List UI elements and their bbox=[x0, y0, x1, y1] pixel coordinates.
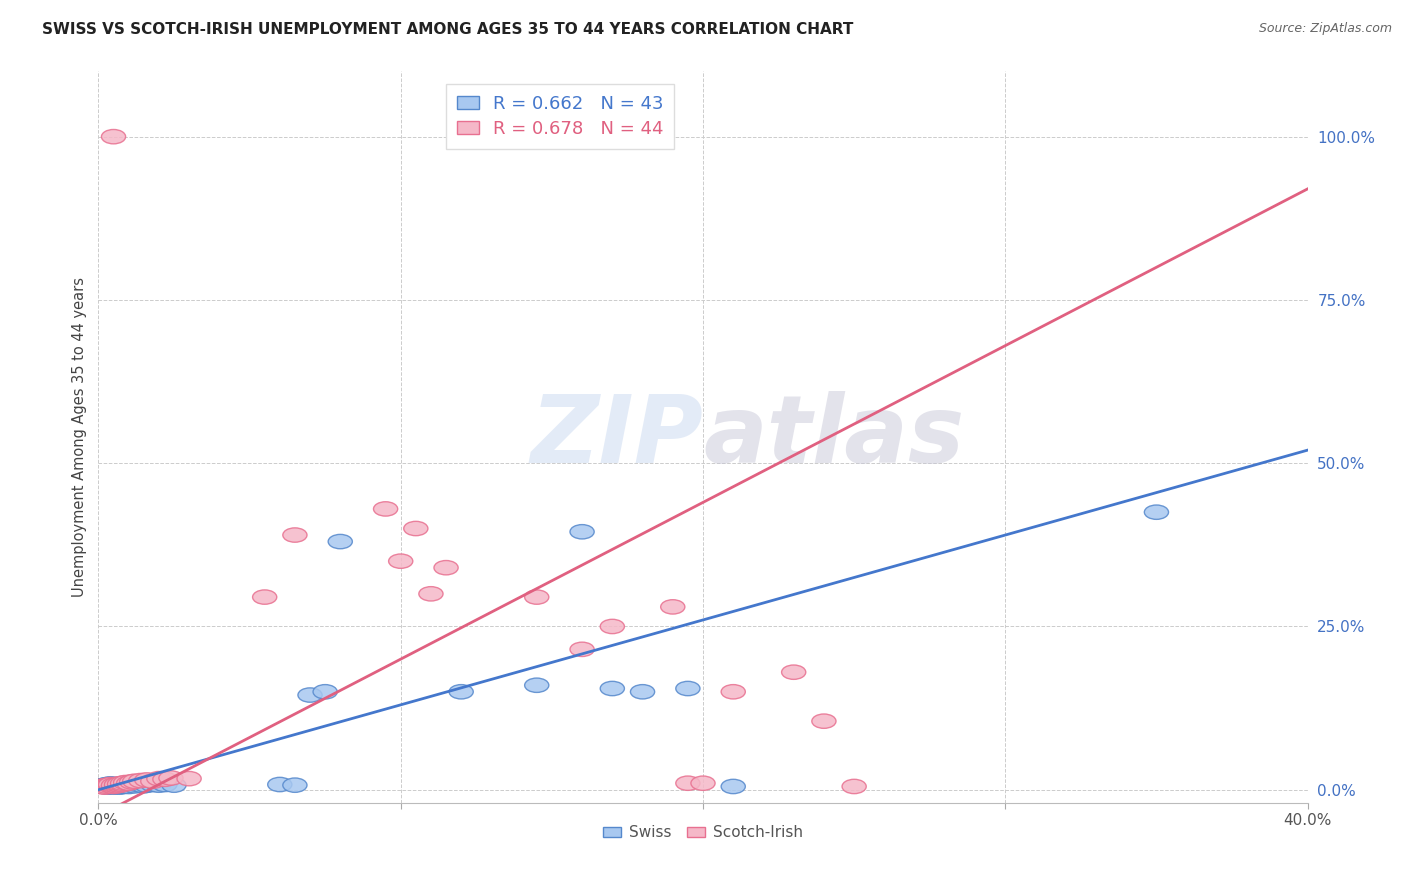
Ellipse shape bbox=[153, 777, 177, 792]
Ellipse shape bbox=[146, 772, 172, 786]
Ellipse shape bbox=[141, 774, 165, 789]
Ellipse shape bbox=[107, 780, 132, 794]
Ellipse shape bbox=[111, 780, 135, 794]
Ellipse shape bbox=[129, 773, 153, 788]
Ellipse shape bbox=[721, 684, 745, 699]
Text: ZIP: ZIP bbox=[530, 391, 703, 483]
Ellipse shape bbox=[98, 777, 122, 792]
Ellipse shape bbox=[104, 779, 129, 793]
Ellipse shape bbox=[283, 528, 307, 542]
Ellipse shape bbox=[374, 501, 398, 516]
Ellipse shape bbox=[298, 688, 322, 702]
Ellipse shape bbox=[449, 684, 474, 699]
Ellipse shape bbox=[569, 642, 595, 657]
Ellipse shape bbox=[117, 780, 141, 794]
Legend: Swiss, Scotch-Irish: Swiss, Scotch-Irish bbox=[598, 819, 808, 847]
Ellipse shape bbox=[283, 778, 307, 792]
Text: SWISS VS SCOTCH-IRISH UNEMPLOYMENT AMONG AGES 35 TO 44 YEARS CORRELATION CHART: SWISS VS SCOTCH-IRISH UNEMPLOYMENT AMONG… bbox=[42, 22, 853, 37]
Text: Source: ZipAtlas.com: Source: ZipAtlas.com bbox=[1258, 22, 1392, 36]
Ellipse shape bbox=[111, 778, 135, 792]
Ellipse shape bbox=[111, 776, 135, 790]
Ellipse shape bbox=[107, 777, 132, 791]
Ellipse shape bbox=[842, 780, 866, 794]
Ellipse shape bbox=[434, 560, 458, 574]
Ellipse shape bbox=[267, 777, 292, 792]
Ellipse shape bbox=[114, 779, 138, 793]
Ellipse shape bbox=[146, 778, 172, 792]
Ellipse shape bbox=[104, 780, 129, 794]
Ellipse shape bbox=[93, 780, 117, 794]
Ellipse shape bbox=[690, 776, 716, 790]
Ellipse shape bbox=[676, 681, 700, 696]
Ellipse shape bbox=[101, 129, 125, 144]
Ellipse shape bbox=[96, 777, 120, 792]
Y-axis label: Unemployment Among Ages 35 to 44 years: Unemployment Among Ages 35 to 44 years bbox=[72, 277, 87, 597]
Ellipse shape bbox=[101, 780, 125, 794]
Ellipse shape bbox=[90, 779, 114, 793]
Ellipse shape bbox=[782, 665, 806, 680]
Ellipse shape bbox=[328, 534, 353, 549]
Ellipse shape bbox=[159, 771, 183, 785]
Ellipse shape bbox=[253, 590, 277, 604]
Ellipse shape bbox=[661, 599, 685, 614]
Ellipse shape bbox=[721, 780, 745, 794]
Ellipse shape bbox=[600, 681, 624, 696]
Ellipse shape bbox=[162, 778, 186, 792]
Ellipse shape bbox=[314, 684, 337, 699]
Ellipse shape bbox=[1144, 505, 1168, 519]
Ellipse shape bbox=[96, 780, 120, 794]
Ellipse shape bbox=[96, 780, 120, 794]
Ellipse shape bbox=[101, 780, 125, 794]
Ellipse shape bbox=[107, 778, 132, 792]
Ellipse shape bbox=[98, 779, 122, 793]
Ellipse shape bbox=[101, 779, 125, 793]
Ellipse shape bbox=[141, 777, 165, 792]
Ellipse shape bbox=[122, 774, 146, 789]
Ellipse shape bbox=[419, 587, 443, 601]
Ellipse shape bbox=[114, 775, 138, 789]
Ellipse shape bbox=[177, 772, 201, 786]
Ellipse shape bbox=[104, 777, 129, 792]
Ellipse shape bbox=[125, 777, 150, 792]
Ellipse shape bbox=[93, 780, 117, 794]
Ellipse shape bbox=[93, 779, 117, 793]
Ellipse shape bbox=[101, 778, 125, 792]
Ellipse shape bbox=[524, 590, 548, 604]
Ellipse shape bbox=[104, 778, 129, 792]
Ellipse shape bbox=[98, 778, 122, 792]
Ellipse shape bbox=[569, 524, 595, 539]
Ellipse shape bbox=[120, 778, 143, 792]
Ellipse shape bbox=[600, 619, 624, 633]
Ellipse shape bbox=[107, 777, 132, 792]
Ellipse shape bbox=[811, 714, 837, 729]
Ellipse shape bbox=[388, 554, 413, 568]
Ellipse shape bbox=[135, 778, 159, 792]
Ellipse shape bbox=[111, 777, 135, 792]
Ellipse shape bbox=[132, 779, 156, 793]
Ellipse shape bbox=[676, 776, 700, 790]
Ellipse shape bbox=[120, 775, 143, 789]
Ellipse shape bbox=[98, 777, 122, 791]
Ellipse shape bbox=[96, 778, 120, 792]
Ellipse shape bbox=[93, 778, 117, 792]
Ellipse shape bbox=[630, 684, 655, 699]
Ellipse shape bbox=[135, 772, 159, 787]
Ellipse shape bbox=[122, 779, 146, 793]
Ellipse shape bbox=[404, 521, 427, 536]
Ellipse shape bbox=[107, 779, 132, 793]
Ellipse shape bbox=[153, 772, 177, 787]
Ellipse shape bbox=[101, 777, 125, 792]
Text: atlas: atlas bbox=[703, 391, 965, 483]
Ellipse shape bbox=[96, 779, 120, 793]
Ellipse shape bbox=[117, 776, 141, 790]
Ellipse shape bbox=[90, 780, 114, 794]
Ellipse shape bbox=[98, 780, 122, 794]
Ellipse shape bbox=[524, 678, 548, 692]
